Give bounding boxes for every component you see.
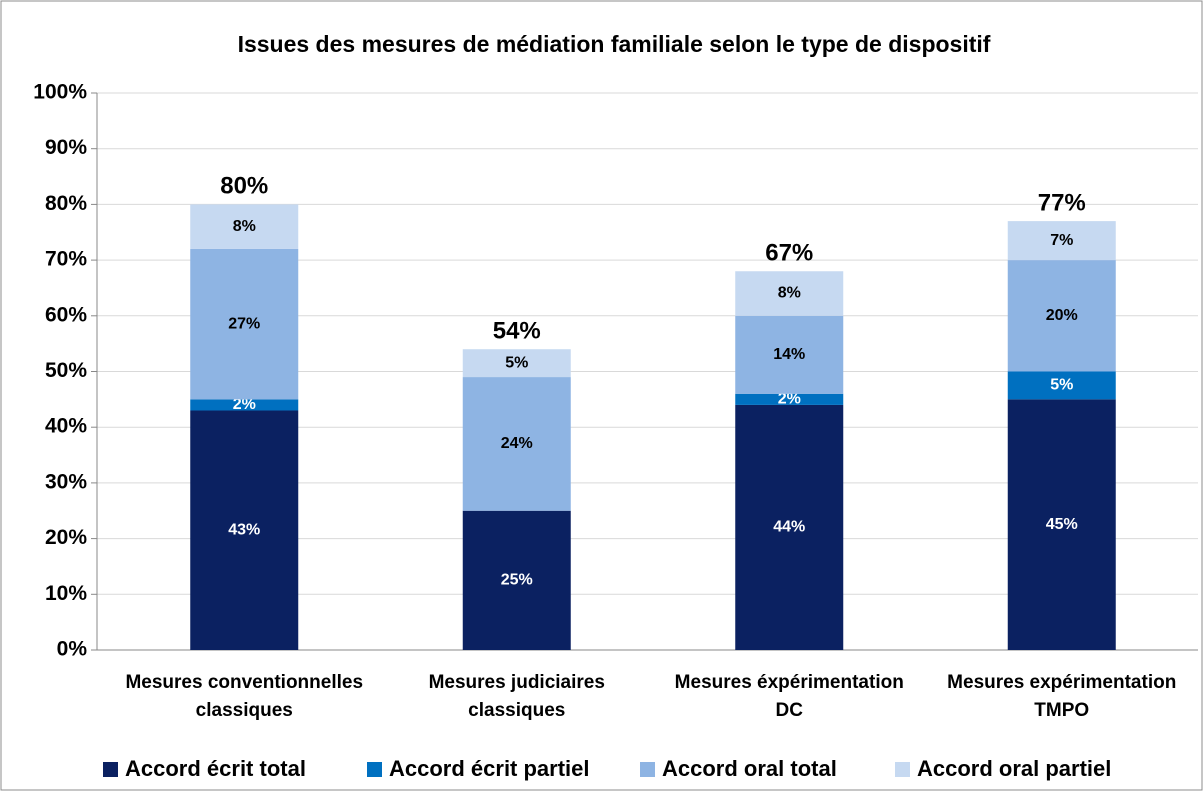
x-tick-line: Mesures expérimentation: [947, 672, 1176, 693]
y-tick-label: 90%: [45, 136, 87, 159]
bar-segment: [1007, 221, 1116, 261]
data-label: 25%: [501, 572, 533, 589]
y-tick-label: 0%: [57, 638, 88, 661]
y-tick-label: 80%: [45, 192, 87, 215]
data-label: 14%: [773, 346, 805, 363]
x-tick-label: Mesures judiciaires classiques: [429, 672, 605, 721]
data-label: 8%: [233, 218, 256, 235]
y-tick-label: 20%: [45, 526, 87, 549]
y-tick-label: 50%: [45, 359, 87, 382]
x-tick-line: classiques: [196, 700, 293, 721]
data-label: 44%: [773, 519, 805, 536]
x-tick-line: TMPO: [1034, 700, 1089, 721]
data-label: 20%: [1046, 307, 1078, 324]
data-label: 24%: [501, 435, 533, 452]
x-tick-label: Mesures éxpérimentation DC: [675, 672, 904, 721]
y-tick-label: 100%: [33, 81, 87, 104]
bar-segment: [1007, 399, 1116, 650]
x-tick-line: Mesures conventionnelles: [125, 672, 363, 693]
y-tick-label: 10%: [45, 582, 87, 605]
x-tick-line: Mesures judiciaires: [429, 672, 605, 693]
bar-segment: [190, 248, 299, 400]
bar-segment: [735, 271, 844, 316]
data-label: 5%: [505, 354, 528, 371]
legend-label: Accord écrit partiel: [389, 756, 590, 781]
y-tick-label: 60%: [45, 303, 87, 326]
legend-label: Accord oral partiel: [917, 756, 1111, 781]
data-label: 43%: [228, 521, 260, 538]
data-label: 27%: [228, 315, 260, 332]
x-tick-label: Mesures conventionnelles classiques: [125, 672, 363, 721]
bar-segment: [462, 377, 571, 511]
x-tick-line: Mesures éxpérimentation: [675, 672, 904, 693]
legend-swatch: [367, 762, 382, 777]
y-tick-label: 30%: [45, 470, 87, 493]
data-label: 8%: [778, 285, 801, 302]
y-tick-label: 70%: [45, 248, 87, 271]
data-label: 45%: [1046, 516, 1078, 533]
bar-segment: [462, 510, 571, 650]
bar-segment: [735, 315, 844, 394]
data-label: 2%: [778, 391, 801, 408]
bar-segment: [190, 399, 299, 411]
bar-segment: [735, 393, 844, 405]
total-label: 80%: [220, 173, 268, 200]
bar-segment: [462, 349, 571, 378]
chart-title: Issues des mesures de médiation familial…: [238, 31, 991, 57]
legend-swatch: [103, 762, 118, 777]
data-label: 7%: [1050, 232, 1073, 249]
legend-label: Accord oral total: [662, 756, 837, 781]
data-label: 2%: [233, 396, 256, 413]
data-label: 5%: [1050, 377, 1073, 394]
bar-segment: [1007, 371, 1116, 400]
legend-swatch: [640, 762, 655, 777]
total-label: 77%: [1038, 189, 1086, 216]
bar-segment: [190, 204, 299, 249]
total-label: 67%: [765, 240, 813, 267]
bar-segment: [190, 410, 299, 650]
bar-segment: [1007, 260, 1116, 372]
x-tick-line: DC: [776, 700, 804, 721]
legend-swatch: [895, 762, 910, 777]
bar-segment: [735, 404, 844, 650]
legend-label: Accord écrit total: [125, 756, 306, 781]
x-tick-label: Mesures expérimentation TMPO: [947, 672, 1176, 721]
x-tick-line: classiques: [468, 700, 565, 721]
total-label: 54%: [493, 318, 541, 345]
y-tick-label: 40%: [45, 415, 87, 438]
